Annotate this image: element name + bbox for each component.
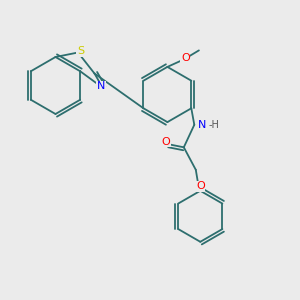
Text: N: N <box>198 120 206 130</box>
Text: S: S <box>77 46 84 56</box>
Text: O: O <box>161 137 170 147</box>
Text: N: N <box>97 81 105 91</box>
Text: O: O <box>196 181 205 191</box>
Text: O: O <box>181 53 190 63</box>
Text: -H: -H <box>208 120 219 130</box>
